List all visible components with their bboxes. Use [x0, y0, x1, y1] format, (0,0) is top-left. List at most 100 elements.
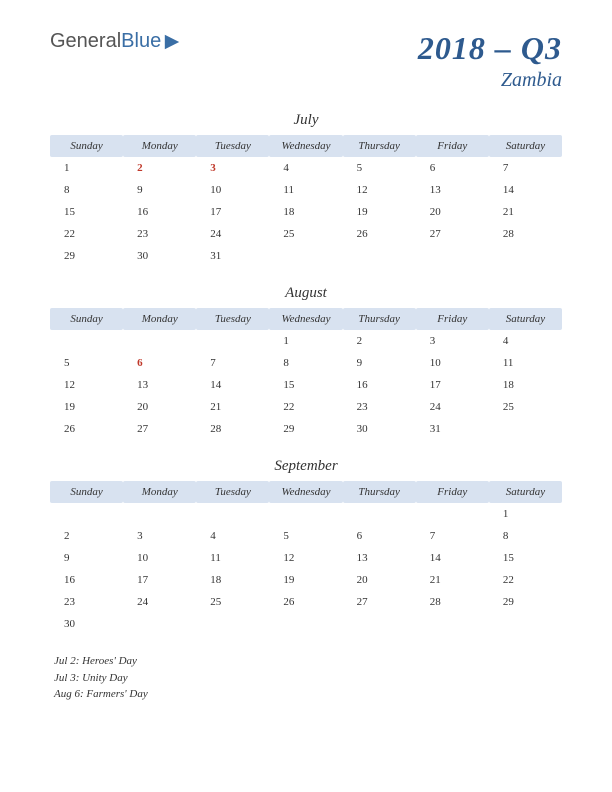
calendar-cell: [343, 613, 416, 635]
calendar-cell: 15: [50, 201, 123, 223]
calendar-cell: 7: [196, 352, 269, 374]
calendar-cell: 27: [123, 418, 196, 440]
calendar-cell: 5: [343, 157, 416, 179]
calendar-cell: 1: [269, 330, 342, 352]
calendar-cell: [196, 330, 269, 352]
calendar-cell: 8: [50, 179, 123, 201]
calendar-cell: 25: [196, 591, 269, 613]
day-header: Wednesday: [269, 308, 342, 330]
holidays-list: Jul 2: Heroes' DayJul 3: Unity DayAug 6:…: [50, 653, 562, 703]
calendar-cell: 22: [269, 396, 342, 418]
logo-triangle-icon: [163, 33, 181, 51]
calendar-cell: [269, 503, 342, 525]
calendar-cell: 10: [123, 547, 196, 569]
calendar-cell: 12: [50, 374, 123, 396]
day-header: Monday: [123, 135, 196, 157]
header: GeneralBlue 2018 – Q3 Zambia: [50, 30, 562, 92]
calendar-cell: 25: [269, 223, 342, 245]
day-header: Thursday: [343, 135, 416, 157]
logo-text-2: Blue: [121, 30, 161, 53]
calendar-cell: 1: [489, 503, 562, 525]
month-block: August SundayMondayTuesdayWednesdayThursd…: [50, 285, 562, 440]
calendar-cell: 11: [196, 547, 269, 569]
calendar-cell: 12: [343, 179, 416, 201]
calendar-cell: 24: [123, 591, 196, 613]
calendar-cell: 29: [489, 591, 562, 613]
calendar-cell: 17: [196, 201, 269, 223]
calendar-cell: 9: [50, 547, 123, 569]
calendar-table: SundayMondayTuesdayWednesdayThursdayFrid…: [50, 481, 562, 635]
calendar-cell: 8: [269, 352, 342, 374]
calendar-cell: 9: [343, 352, 416, 374]
calendar-cell: 10: [416, 352, 489, 374]
calendar-cell: 9: [123, 179, 196, 201]
day-header: Monday: [123, 308, 196, 330]
calendar-cell: 16: [50, 569, 123, 591]
calendar-cell: 28: [489, 223, 562, 245]
month-name: August: [50, 285, 562, 302]
day-header: Friday: [416, 135, 489, 157]
calendar-cell: 19: [269, 569, 342, 591]
day-header: Sunday: [50, 308, 123, 330]
calendar-cell: [343, 245, 416, 267]
calendar-cell: 7: [489, 157, 562, 179]
calendar-cell: 4: [196, 525, 269, 547]
month-block: July SundayMondayTuesdayWednesdayThursday…: [50, 112, 562, 267]
calendar-row: 1: [50, 503, 562, 525]
month-name: July: [50, 112, 562, 129]
calendar-row: 16171819202122: [50, 569, 562, 591]
calendar-cell: 27: [416, 223, 489, 245]
calendar-cell: 14: [416, 547, 489, 569]
calendar-cell: 1: [50, 157, 123, 179]
calendar-cell: 7: [416, 525, 489, 547]
calendar-cell: 3: [416, 330, 489, 352]
page-subtitle: Zambia: [418, 69, 562, 92]
calendar-cell: 14: [196, 374, 269, 396]
calendar-cell: 6: [416, 157, 489, 179]
calendar-cell: 5: [269, 525, 342, 547]
calendar-cell: 18: [269, 201, 342, 223]
calendar-cell: 23: [343, 396, 416, 418]
logo-text-1: General: [50, 30, 121, 53]
calendar-cell: 11: [269, 179, 342, 201]
calendar-cell: 22: [489, 569, 562, 591]
day-header: Wednesday: [269, 481, 342, 503]
calendar-cell: 31: [196, 245, 269, 267]
calendar-cell: [416, 503, 489, 525]
day-header: Saturday: [489, 481, 562, 503]
page-title: 2018 – Q3: [418, 30, 562, 67]
calendar-cell: 17: [416, 374, 489, 396]
calendar-cell: 21: [196, 396, 269, 418]
day-header: Saturday: [489, 135, 562, 157]
calendar-cell: 18: [489, 374, 562, 396]
calendar-cell: 26: [50, 418, 123, 440]
calendar-cell: 16: [123, 201, 196, 223]
calendar-cell: [123, 330, 196, 352]
calendar-cell: 24: [416, 396, 489, 418]
calendar-row: 567891011: [50, 352, 562, 374]
calendar-row: 30: [50, 613, 562, 635]
day-header: Saturday: [489, 308, 562, 330]
calendar-row: 12131415161718: [50, 374, 562, 396]
calendar-row: 1234: [50, 330, 562, 352]
calendar-cell: 24: [196, 223, 269, 245]
calendar-cell: [123, 503, 196, 525]
day-header: Tuesday: [196, 308, 269, 330]
calendar-cell: 14: [489, 179, 562, 201]
day-header: Thursday: [343, 481, 416, 503]
calendar-cell: 21: [416, 569, 489, 591]
calendar-cell: 5: [50, 352, 123, 374]
calendar-cell: 29: [50, 245, 123, 267]
calendar-cell: 4: [269, 157, 342, 179]
calendar-row: 15161718192021: [50, 201, 562, 223]
calendar-cell: [416, 245, 489, 267]
calendar-cell: 27: [343, 591, 416, 613]
day-header: Sunday: [50, 481, 123, 503]
calendar-cell: [269, 245, 342, 267]
calendar-cell: 26: [269, 591, 342, 613]
calendar-table: SundayMondayTuesdayWednesdayThursdayFrid…: [50, 308, 562, 440]
calendar-cell: 10: [196, 179, 269, 201]
calendar-table: SundayMondayTuesdayWednesdayThursdayFrid…: [50, 135, 562, 267]
calendar-cell: 30: [343, 418, 416, 440]
calendar-row: 9101112131415: [50, 547, 562, 569]
